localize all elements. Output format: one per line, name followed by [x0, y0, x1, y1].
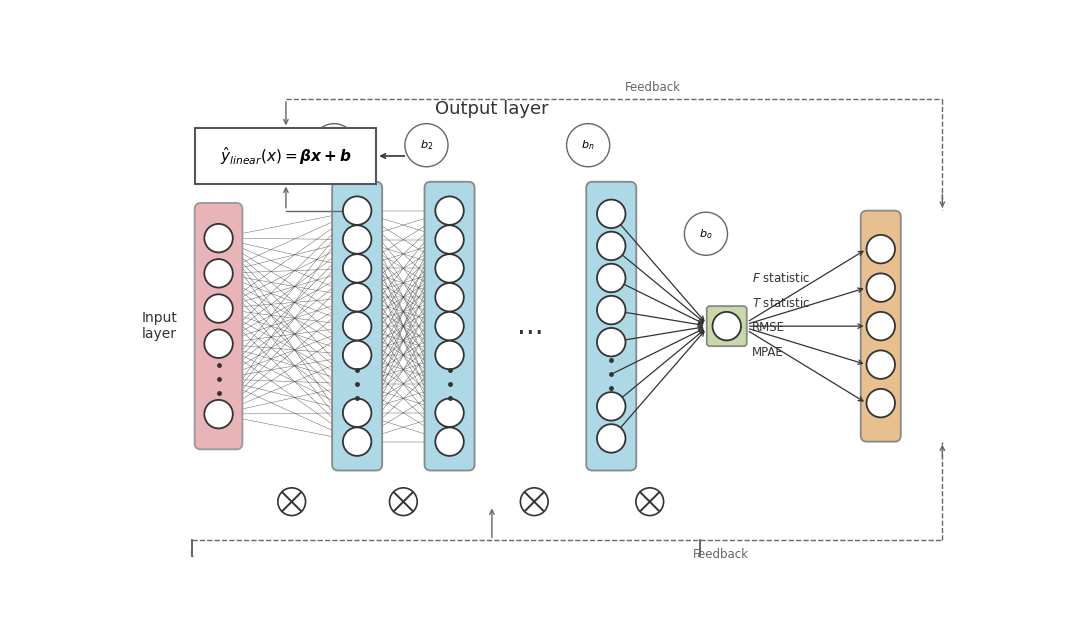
- Text: $b_1$: $b_1$: [327, 138, 340, 152]
- Circle shape: [521, 488, 549, 516]
- Circle shape: [636, 488, 663, 516]
- Circle shape: [435, 341, 463, 369]
- Circle shape: [597, 200, 625, 228]
- Circle shape: [343, 225, 372, 254]
- Circle shape: [435, 197, 463, 225]
- Circle shape: [278, 488, 306, 516]
- Circle shape: [435, 254, 463, 282]
- Text: $b_2$: $b_2$: [420, 138, 433, 152]
- Circle shape: [435, 283, 463, 312]
- Circle shape: [343, 283, 372, 312]
- Text: Feedback: Feedback: [693, 548, 748, 561]
- Circle shape: [866, 389, 895, 418]
- FancyBboxPatch shape: [586, 182, 636, 471]
- FancyBboxPatch shape: [195, 128, 377, 183]
- Text: Input
layer: Input layer: [141, 311, 177, 341]
- Circle shape: [204, 400, 233, 428]
- Circle shape: [597, 328, 625, 356]
- Circle shape: [204, 259, 233, 287]
- Circle shape: [866, 274, 895, 302]
- Circle shape: [567, 123, 610, 167]
- Circle shape: [390, 488, 417, 516]
- FancyBboxPatch shape: [194, 203, 242, 449]
- Text: Feedback: Feedback: [624, 81, 680, 94]
- FancyBboxPatch shape: [424, 182, 474, 471]
- Text: Output layer: Output layer: [435, 100, 549, 118]
- Circle shape: [312, 123, 355, 167]
- Text: $b_n$: $b_n$: [581, 138, 595, 152]
- FancyBboxPatch shape: [861, 210, 901, 441]
- Circle shape: [435, 225, 463, 254]
- Circle shape: [405, 123, 448, 167]
- Circle shape: [343, 399, 372, 427]
- Circle shape: [866, 235, 895, 264]
- Circle shape: [343, 428, 372, 456]
- Text: ...: ...: [517, 312, 543, 340]
- Circle shape: [343, 341, 372, 369]
- Circle shape: [204, 294, 233, 323]
- Text: $b_o$: $b_o$: [699, 227, 713, 240]
- Circle shape: [204, 224, 233, 252]
- Circle shape: [435, 428, 463, 456]
- Circle shape: [597, 232, 625, 260]
- Circle shape: [713, 312, 741, 341]
- Circle shape: [866, 351, 895, 379]
- Circle shape: [204, 329, 233, 358]
- Text: RMSE: RMSE: [752, 321, 785, 334]
- Circle shape: [435, 399, 463, 427]
- Circle shape: [597, 424, 625, 453]
- Circle shape: [435, 312, 463, 341]
- Circle shape: [343, 197, 372, 225]
- Text: $T$ statistic: $T$ statistic: [752, 296, 811, 310]
- Text: $F$ statistic: $F$ statistic: [752, 272, 810, 285]
- FancyBboxPatch shape: [706, 306, 746, 346]
- Circle shape: [343, 312, 372, 341]
- Circle shape: [343, 254, 372, 282]
- Circle shape: [866, 312, 895, 341]
- Circle shape: [597, 392, 625, 421]
- FancyBboxPatch shape: [333, 182, 382, 471]
- Text: MPAE: MPAE: [752, 346, 784, 359]
- Circle shape: [685, 212, 728, 255]
- Circle shape: [597, 296, 625, 324]
- Text: $\hat{y}_{linear}(x) = \boldsymbol{\beta x + b}$: $\hat{y}_{linear}(x) = \boldsymbol{\beta…: [220, 145, 352, 167]
- Circle shape: [597, 264, 625, 292]
